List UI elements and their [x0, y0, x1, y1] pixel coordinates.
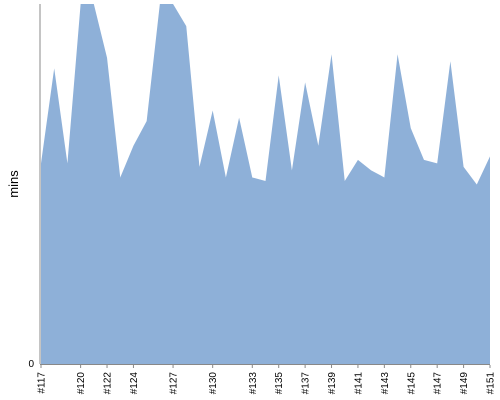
- x-tick-label: #141: [353, 372, 364, 395]
- x-tick-label: #124: [129, 372, 140, 395]
- x-tick-label: #143: [380, 372, 391, 395]
- x-tick-label: #149: [459, 372, 470, 395]
- y-tick-label: 0: [28, 359, 34, 370]
- x-tick-label: #151: [486, 372, 497, 395]
- y-ticks: 0: [28, 359, 34, 370]
- x-tick-label: #139: [327, 372, 338, 395]
- x-tick-label: #122: [103, 372, 114, 395]
- y-axis-label: mins: [6, 170, 21, 198]
- x-tick-label: #145: [406, 372, 417, 395]
- x-tick-label: #127: [169, 372, 180, 395]
- x-tick-label: #135: [274, 372, 285, 395]
- x-tick-label: #130: [208, 372, 219, 395]
- x-tick-label: #147: [433, 372, 444, 395]
- x-tick-label: #137: [301, 372, 312, 395]
- x-tick-label: #120: [76, 372, 87, 395]
- x-tick-label: #117: [37, 372, 48, 394]
- x-tick-label: #133: [248, 372, 259, 395]
- area-series: [41, 4, 490, 364]
- area-layer: [41, 4, 490, 364]
- x-ticks: #117 #120 #122 #124 #127 #130 #133 #135 #137 #139…: [37, 365, 497, 394]
